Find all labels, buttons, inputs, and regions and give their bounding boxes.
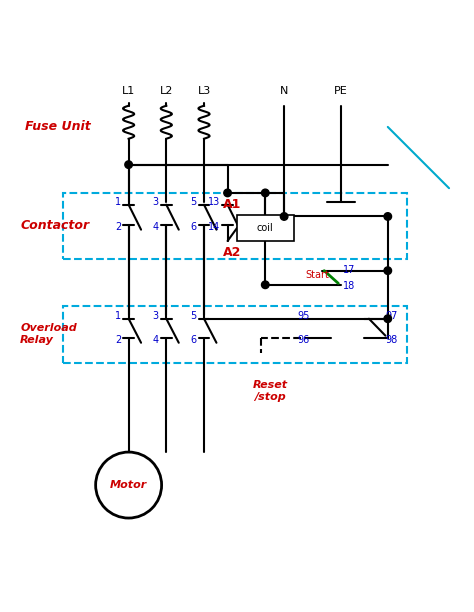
Text: Start: Start [305, 271, 329, 280]
Text: 5: 5 [190, 197, 197, 207]
Text: L1: L1 [122, 86, 135, 96]
Text: A1: A1 [223, 198, 241, 211]
Text: Overload
Relay: Overload Relay [20, 324, 77, 345]
Text: Reset
/stop: Reset /stop [253, 380, 288, 401]
Text: Motor: Motor [110, 480, 147, 490]
Text: 5: 5 [190, 312, 197, 321]
Text: coil: coil [257, 223, 273, 233]
Text: A2: A2 [223, 245, 241, 259]
Text: 98: 98 [385, 335, 398, 345]
Text: 2: 2 [115, 222, 121, 233]
Text: Fuse Unit: Fuse Unit [25, 121, 91, 133]
Text: 96: 96 [298, 335, 310, 345]
Text: 3: 3 [153, 197, 159, 207]
Text: L3: L3 [197, 86, 210, 96]
Text: 17: 17 [343, 265, 356, 275]
Text: 95: 95 [298, 312, 310, 321]
Circle shape [262, 189, 269, 196]
Text: 14: 14 [208, 222, 220, 233]
Text: 1: 1 [115, 197, 121, 207]
Text: 6: 6 [191, 222, 197, 233]
Circle shape [384, 267, 392, 274]
Text: N: N [280, 86, 288, 96]
Text: 13: 13 [208, 197, 220, 207]
Text: 4: 4 [153, 222, 159, 233]
Text: Contactor: Contactor [20, 219, 90, 233]
Text: 18: 18 [343, 281, 356, 291]
Circle shape [384, 315, 392, 323]
Text: 3: 3 [153, 312, 159, 321]
Circle shape [262, 281, 269, 289]
Text: 2: 2 [115, 335, 121, 345]
Text: PE: PE [334, 86, 347, 96]
Circle shape [384, 213, 392, 220]
Circle shape [280, 213, 288, 220]
Text: 4: 4 [153, 335, 159, 345]
FancyBboxPatch shape [237, 215, 293, 241]
Text: 97: 97 [385, 312, 398, 321]
Text: 1: 1 [115, 312, 121, 321]
Text: 6: 6 [191, 335, 197, 345]
Circle shape [125, 161, 132, 168]
Text: L2: L2 [160, 86, 173, 96]
Circle shape [224, 189, 231, 196]
